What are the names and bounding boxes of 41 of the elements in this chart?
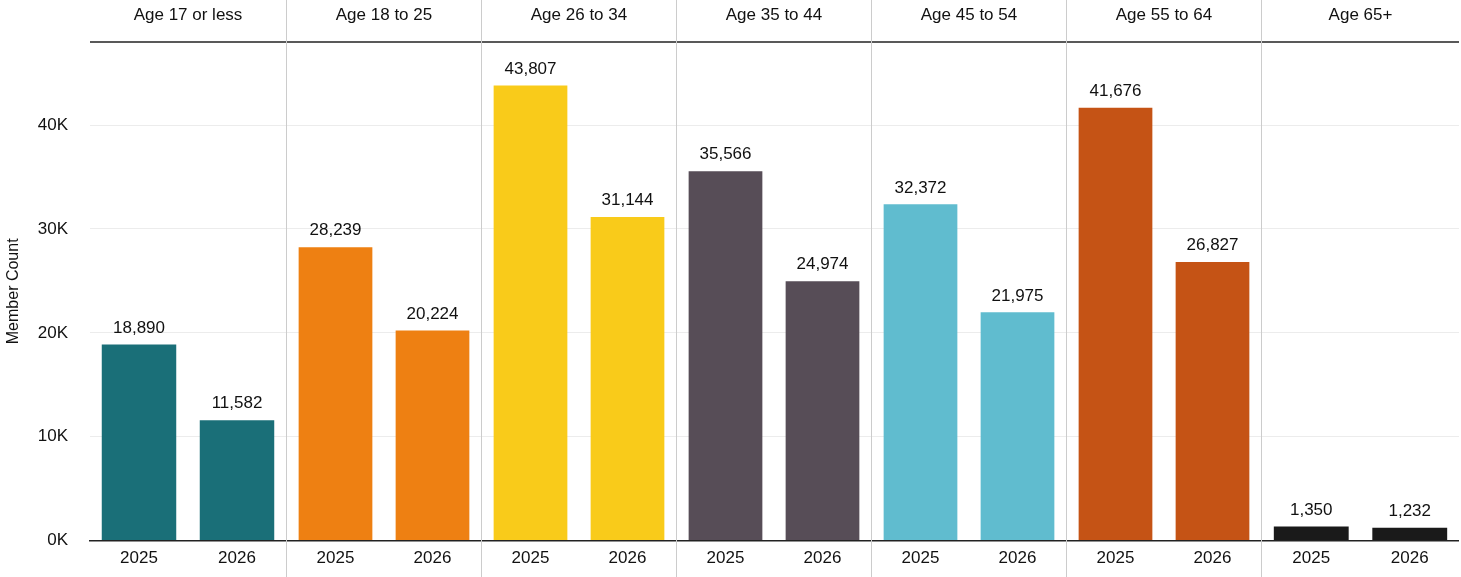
x-tick-label: 2026 xyxy=(608,548,647,568)
chart-title: Age 18 to 25 xyxy=(334,4,434,26)
chart-title: Age 55 to 64 xyxy=(1114,4,1214,26)
x-tick-label: 2025 xyxy=(1096,548,1135,568)
x-tick-label: 2025 xyxy=(511,548,550,568)
data-label: 21,975 xyxy=(991,285,1044,305)
x-tick-label: 2026 xyxy=(803,548,842,568)
data-label: 24,974 xyxy=(796,254,849,274)
y-tick-label: 10K xyxy=(37,426,69,446)
y-tick-label: 30K xyxy=(37,218,69,238)
data-label: 31,144 xyxy=(601,190,654,210)
x-tick-label: 2026 xyxy=(413,548,452,568)
chart-title: Age 26 to 34 xyxy=(529,4,629,26)
data-label: 18,890 xyxy=(113,317,165,337)
data-label: 41,676 xyxy=(1089,80,1142,100)
chart-title: Age 65+ xyxy=(1327,4,1394,26)
x-tick-label: 2026 xyxy=(218,548,256,568)
x-tick-label: 2025 xyxy=(1292,548,1331,568)
x-tick-label: 2026 xyxy=(1193,548,1232,568)
chart-title: Age 17 or less xyxy=(132,4,244,26)
data-label: 26,827 xyxy=(1186,235,1239,255)
data-label: 43,807 xyxy=(504,58,557,78)
chart-title: Age 35 to 44 xyxy=(724,4,824,26)
x-tick-label: 2025 xyxy=(316,548,355,568)
y-axis-title: Member Count xyxy=(4,237,22,345)
y-tick-label: 40K xyxy=(37,114,69,134)
data-label: 1,232 xyxy=(1388,500,1432,520)
data-label: 32,372 xyxy=(894,177,947,197)
data-label: 1,350 xyxy=(1289,499,1333,519)
data-label: 11,582 xyxy=(211,393,263,413)
x-tick-label: 2025 xyxy=(120,548,158,568)
data-label: 20,224 xyxy=(406,303,459,323)
x-tick-label: 2026 xyxy=(998,548,1037,568)
chart-title: Age 45 to 54 xyxy=(919,4,1019,26)
y-tick-label: 0K xyxy=(47,530,69,550)
data-label: 28,239 xyxy=(309,220,362,240)
x-tick-label: 2025 xyxy=(706,548,745,568)
data-label: 35,566 xyxy=(699,144,752,164)
x-tick-label: 2025 xyxy=(901,548,940,568)
y-tick-label: 20K xyxy=(37,322,69,342)
x-tick-label: 2026 xyxy=(1390,548,1429,568)
